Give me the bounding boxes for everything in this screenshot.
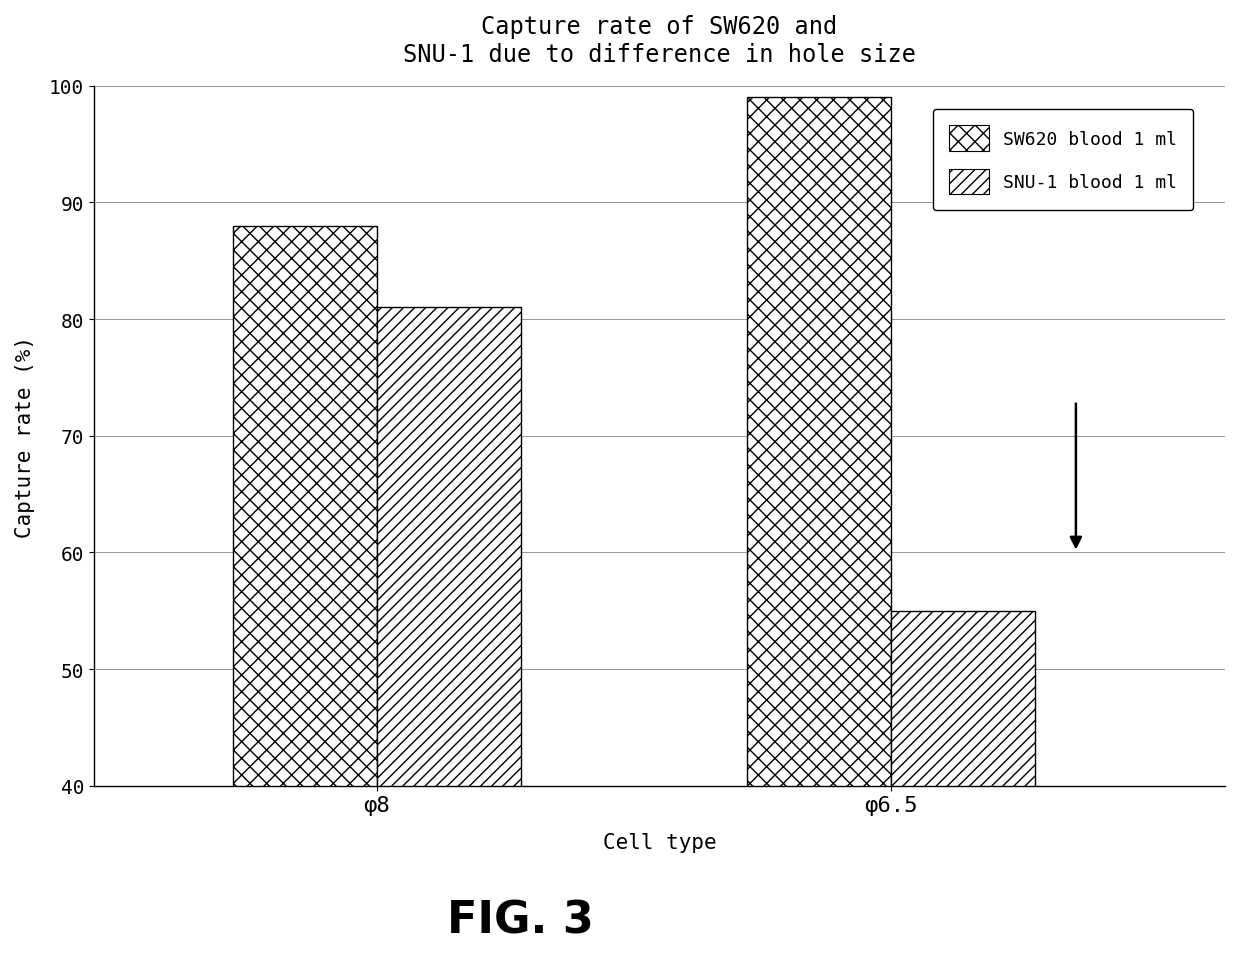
Y-axis label: Capture rate (%): Capture rate (%) (15, 335, 35, 537)
Bar (233, 227, 377, 786)
Bar (377, 308, 521, 786)
Bar (890, 611, 1034, 786)
Legend: SW620 blood 1 ml, SNU-1 blood 1 ml: SW620 blood 1 ml, SNU-1 blood 1 ml (932, 110, 1193, 212)
Bar (746, 98, 890, 786)
Text: FIG. 3: FIG. 3 (448, 898, 594, 942)
X-axis label: Cell type: Cell type (603, 832, 717, 852)
Title: Capture rate of SW620 and
SNU-1 due to difference in hole size: Capture rate of SW620 and SNU-1 due to d… (403, 15, 916, 67)
